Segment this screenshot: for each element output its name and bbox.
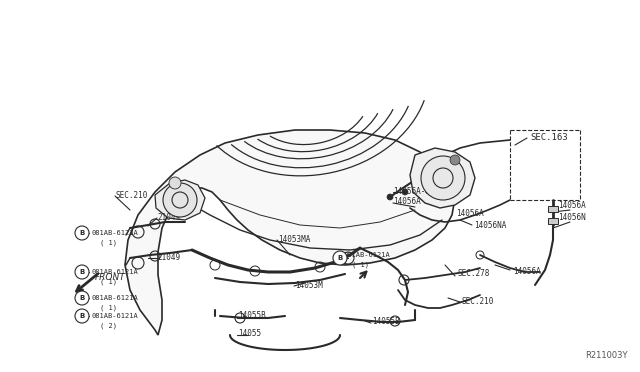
Text: 14056A: 14056A: [558, 202, 586, 211]
Text: SEC.163: SEC.163: [530, 134, 568, 142]
Text: 081AB-6121A: 081AB-6121A: [91, 230, 138, 236]
Text: FRONT: FRONT: [95, 273, 125, 282]
Text: B: B: [79, 269, 84, 275]
Circle shape: [75, 226, 89, 240]
Text: B: B: [79, 313, 84, 319]
Text: 081AB-6121A: 081AB-6121A: [91, 313, 138, 319]
Text: B: B: [337, 255, 342, 261]
Circle shape: [450, 155, 460, 165]
Text: 14053MA: 14053MA: [278, 235, 310, 244]
Circle shape: [387, 194, 393, 200]
Circle shape: [75, 291, 89, 305]
Text: 14056N: 14056N: [558, 214, 586, 222]
Text: ( 1): ( 1): [100, 279, 117, 285]
Text: R211003Y: R211003Y: [586, 351, 628, 360]
Text: SEC.278: SEC.278: [457, 269, 490, 279]
Text: SEC.210: SEC.210: [462, 298, 494, 307]
Text: 14056A: 14056A: [393, 198, 420, 206]
Circle shape: [333, 251, 347, 265]
Text: B: B: [79, 295, 84, 301]
Circle shape: [421, 156, 465, 200]
Text: ( 2): ( 2): [100, 323, 117, 329]
Text: 14056A: 14056A: [456, 208, 484, 218]
Text: SEC.210: SEC.210: [115, 192, 147, 201]
Text: 14056A-●: 14056A-●: [393, 186, 430, 196]
FancyBboxPatch shape: [548, 218, 558, 224]
Polygon shape: [410, 148, 475, 208]
Circle shape: [169, 177, 181, 189]
Circle shape: [402, 189, 408, 195]
Text: ( 1): ( 1): [352, 262, 369, 268]
Text: 081AB-6121A: 081AB-6121A: [343, 252, 390, 258]
Text: 21049: 21049: [157, 214, 180, 222]
Text: 14055B: 14055B: [238, 311, 266, 321]
Text: 21049: 21049: [157, 253, 180, 263]
Text: 081AB-6121A: 081AB-6121A: [91, 295, 138, 301]
FancyBboxPatch shape: [548, 206, 558, 212]
Text: ( 1): ( 1): [100, 305, 117, 311]
Circle shape: [75, 265, 89, 279]
Polygon shape: [125, 130, 455, 335]
Text: 14056A: 14056A: [513, 266, 541, 276]
Circle shape: [75, 309, 89, 323]
Text: 14053M: 14053M: [295, 280, 323, 289]
Text: 14056NA: 14056NA: [474, 221, 506, 231]
Text: ( 1): ( 1): [100, 240, 117, 246]
Text: 14055B: 14055B: [372, 317, 400, 326]
Circle shape: [163, 183, 197, 217]
Polygon shape: [155, 180, 205, 220]
Text: 14055: 14055: [238, 328, 261, 337]
Text: B: B: [79, 230, 84, 236]
Text: 081AB-6121A: 081AB-6121A: [91, 269, 138, 275]
